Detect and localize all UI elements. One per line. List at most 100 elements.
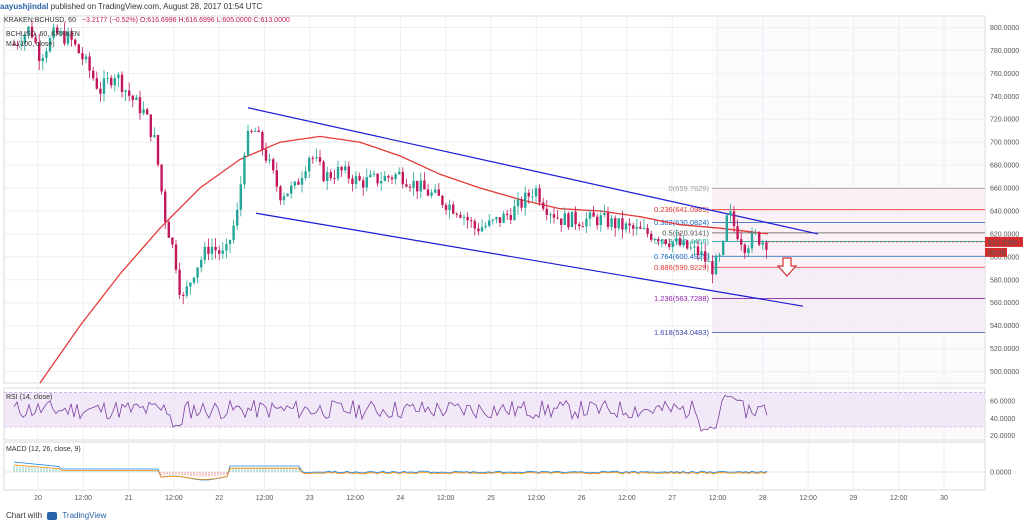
macd-legend[interactable]: MACD (12, 26, close, 9) xyxy=(6,446,81,453)
candle-body xyxy=(671,241,674,247)
candle-body xyxy=(513,206,516,221)
candle-body xyxy=(491,219,494,221)
candle-body xyxy=(221,250,224,254)
rsi-tick-label: 60.0000 xyxy=(990,399,1015,406)
candle-body xyxy=(264,149,268,161)
candle-body xyxy=(387,175,390,178)
candle-body xyxy=(372,173,376,175)
candle-body xyxy=(210,246,214,254)
candle-body xyxy=(275,170,278,187)
candle-body xyxy=(52,27,55,39)
candle-body xyxy=(394,174,397,180)
candle-body xyxy=(729,211,732,216)
candle-body xyxy=(279,186,282,201)
candle-body xyxy=(34,37,37,43)
price-tick-label: 680.0000 xyxy=(990,163,1019,170)
macd-panel-frame xyxy=(3,441,986,491)
candle-body xyxy=(754,232,757,234)
candle-body xyxy=(142,109,145,114)
candle-body xyxy=(38,42,41,62)
price-tick-label: 800.0000 xyxy=(990,25,1019,32)
candle-body xyxy=(315,157,318,159)
candle-body xyxy=(718,255,721,257)
candle-body xyxy=(498,217,502,223)
footer-brand[interactable]: TradingView xyxy=(62,511,107,520)
candle-body xyxy=(124,90,127,92)
candle-body xyxy=(20,43,23,45)
candle-body xyxy=(120,74,124,92)
time-tick-label: 12:00 xyxy=(437,495,455,502)
time-tick-label: 21 xyxy=(125,495,133,502)
price-tick-label: 560.0000 xyxy=(990,300,1019,307)
candle-body xyxy=(207,246,210,254)
candlesticks xyxy=(12,20,768,305)
ma-legend[interactable]: MA (100, close) xyxy=(6,41,55,48)
candle-body xyxy=(135,97,138,100)
moving-average-line xyxy=(39,135,769,384)
candle-body xyxy=(732,211,736,227)
candle-body xyxy=(63,31,66,44)
candle-body xyxy=(232,225,235,241)
candle-body xyxy=(365,177,368,188)
candle-body xyxy=(714,255,718,275)
candle-body xyxy=(81,53,84,60)
fib-label: 0.5(620.9141) xyxy=(662,228,709,237)
candle-body xyxy=(333,177,336,179)
chart-header: aayushjindal published on TradingView.co… xyxy=(0,0,1024,14)
macd-tick-label: 0.0000 xyxy=(990,470,1012,477)
candle-body xyxy=(106,77,109,79)
fib-label: 0.382(630.0824) xyxy=(654,218,710,227)
candle-body xyxy=(617,218,620,229)
time-tick-label: 12:00 xyxy=(709,495,727,502)
candle-body xyxy=(347,166,350,179)
footer: Chart with TradingView xyxy=(0,508,1024,523)
candle-body xyxy=(516,199,520,207)
author-name[interactable]: aayushjindal xyxy=(0,2,49,11)
candle-body xyxy=(596,216,599,226)
candle-body xyxy=(74,39,77,45)
candle-body xyxy=(182,294,185,296)
candle-body xyxy=(128,90,131,96)
ma-curve xyxy=(39,135,769,384)
tradingview-logo-icon xyxy=(47,511,58,520)
rsi-band xyxy=(4,392,985,427)
price-chart[interactable]: 0(659.7629) 0.236(641.0985) 0.382(630.0824… xyxy=(0,0,1024,508)
candle-body xyxy=(56,27,59,34)
price-tick-label: 660.0000 xyxy=(990,186,1019,193)
candle-body xyxy=(354,176,358,184)
candle-body xyxy=(308,157,311,172)
channel-lower-line xyxy=(255,212,804,307)
candle-body xyxy=(380,181,383,184)
time-tick-label: 28 xyxy=(759,495,767,502)
candle-body xyxy=(624,223,628,230)
candle-body xyxy=(117,74,120,79)
candle-body xyxy=(563,213,566,225)
candle-body xyxy=(758,232,761,245)
candle-body xyxy=(570,211,574,228)
candle-body xyxy=(156,135,160,165)
candle-body xyxy=(48,38,52,52)
candle-body xyxy=(192,277,196,283)
candle-body xyxy=(574,211,577,225)
candle-body xyxy=(214,246,217,251)
candle-body xyxy=(444,204,448,211)
candle-body xyxy=(567,213,570,228)
rsi-legend[interactable]: RSI (14, close) xyxy=(6,394,52,401)
candle-body xyxy=(45,51,48,58)
fib-label: 0(659.7629) xyxy=(669,184,710,193)
fib-label: 1.618(534.0483) xyxy=(654,328,710,337)
candle-body xyxy=(704,251,707,262)
candle-body xyxy=(300,177,304,185)
candle-body xyxy=(84,56,88,60)
fib-label: 0.886(590.9229) xyxy=(654,263,710,272)
fib-label: 0.236(641.0985) xyxy=(654,205,710,214)
candle-body xyxy=(462,216,466,218)
candle-body xyxy=(480,227,484,232)
candle-body xyxy=(585,218,588,227)
symbol-legend[interactable]: BCHUSD, 60, KRAKEN xyxy=(6,31,80,38)
candle-body xyxy=(740,239,743,245)
candle-body xyxy=(581,226,584,228)
time-tick-label: 30 xyxy=(940,495,948,502)
candle-body xyxy=(189,282,192,287)
candle-body xyxy=(383,175,386,182)
